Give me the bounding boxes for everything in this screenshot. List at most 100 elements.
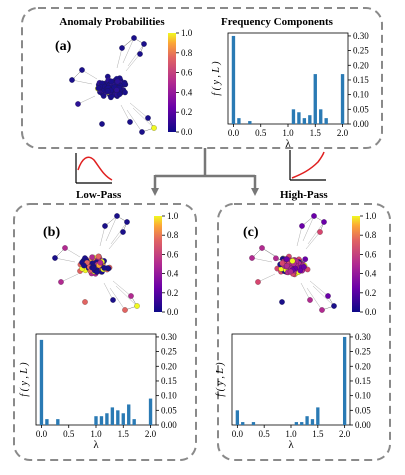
bar bbox=[105, 413, 108, 425]
colorbar-tick-label: 0.6 bbox=[365, 249, 377, 259]
graph-network-a bbox=[69, 35, 156, 134]
colorbar-tick-label: 0.4 bbox=[181, 87, 193, 97]
bar bbox=[241, 422, 244, 425]
y-tick-label: 0.15 bbox=[161, 376, 177, 386]
colorbar-tick-label: 0.0 bbox=[167, 307, 179, 317]
chart-frame bbox=[228, 33, 348, 124]
panel-label-b: (b) bbox=[43, 225, 60, 240]
bar bbox=[45, 419, 48, 425]
bar bbox=[122, 413, 125, 425]
y-tick-label: 0.00 bbox=[353, 119, 369, 129]
y-tick-label: 0.30 bbox=[161, 332, 177, 342]
colorbar-tick-label: 0.4 bbox=[365, 269, 377, 279]
y-tick-label: 0.00 bbox=[355, 420, 371, 430]
bar bbox=[316, 407, 319, 425]
colorbar-gradient bbox=[352, 216, 360, 312]
bar bbox=[314, 74, 317, 124]
x-axis-label: λ bbox=[285, 138, 291, 150]
colorbar-tick-label: 0.2 bbox=[365, 288, 376, 298]
x-tick-label: 0.5 bbox=[63, 429, 75, 439]
bar bbox=[127, 404, 130, 425]
graph-nodes bbox=[69, 35, 156, 134]
y-tick-label: 0.15 bbox=[355, 376, 371, 386]
y-axis-label: f ( y , L ) bbox=[211, 61, 222, 96]
x-tick-label: 1.0 bbox=[285, 429, 297, 439]
bar bbox=[297, 112, 300, 124]
x-tick-label: 0.0 bbox=[232, 429, 244, 439]
bar bbox=[300, 422, 303, 425]
x-axis-label: λ bbox=[288, 439, 294, 451]
graph-nodes bbox=[249, 213, 336, 312]
bar bbox=[237, 118, 240, 124]
x-tick-label: 1.5 bbox=[118, 429, 130, 439]
x-tick-label: 2.0 bbox=[339, 429, 351, 439]
high-pass-label: High-Pass bbox=[280, 189, 328, 201]
bar bbox=[133, 419, 136, 425]
colorbar-b: 1.00.80.60.40.20.0 bbox=[154, 211, 179, 317]
bar bbox=[252, 422, 255, 425]
bar bbox=[295, 422, 298, 425]
bar bbox=[311, 419, 314, 425]
x-tick-label: 1.0 bbox=[282, 128, 294, 138]
x-axis-label: λ bbox=[93, 439, 99, 451]
x-tick-label: 0.0 bbox=[228, 128, 240, 138]
graph-network-b bbox=[52, 213, 139, 312]
bar bbox=[292, 109, 295, 124]
y-tick-label: 0.05 bbox=[353, 104, 369, 114]
colorbar-tick-label: 0.2 bbox=[167, 288, 178, 298]
bar bbox=[236, 410, 239, 425]
chart-frame bbox=[36, 334, 156, 425]
y-tick-label: 0.25 bbox=[355, 347, 371, 357]
x-tick-label: 1.0 bbox=[90, 429, 102, 439]
y-tick-label: 0.25 bbox=[353, 46, 369, 56]
low-pass-label: Low-Pass bbox=[76, 189, 122, 201]
bar bbox=[94, 416, 97, 425]
bar bbox=[308, 115, 311, 124]
y-tick-label: 0.00 bbox=[161, 420, 177, 430]
bar bbox=[116, 410, 119, 425]
y-tick-label: 0.20 bbox=[355, 361, 371, 371]
bar bbox=[40, 340, 43, 425]
bar bbox=[100, 416, 103, 425]
colorbar-tick-label: 0.0 bbox=[181, 127, 193, 137]
y-tick-label: 0.20 bbox=[161, 361, 177, 371]
y-tick-label: 0.05 bbox=[161, 405, 177, 415]
bar bbox=[341, 74, 344, 124]
high-pass-filter-icon bbox=[290, 150, 326, 180]
colorbar-tick-label: 0.2 bbox=[181, 107, 192, 117]
colorbar-tick-label: 0.8 bbox=[365, 230, 377, 240]
panel-a-frame bbox=[22, 8, 382, 148]
y-tick-label: 0.20 bbox=[353, 60, 369, 70]
panel-label-a: (a) bbox=[55, 39, 72, 54]
graph-network-c bbox=[249, 213, 336, 312]
y-tick-label: 0.10 bbox=[161, 391, 177, 401]
low-pass-filter-icon bbox=[76, 153, 112, 183]
y-tick-label: 0.10 bbox=[353, 90, 369, 100]
y-tick-label: 0.30 bbox=[353, 31, 369, 41]
bar bbox=[343, 337, 346, 425]
bar bbox=[319, 109, 322, 124]
colorbar-tick-label: 0.6 bbox=[181, 68, 193, 78]
bar bbox=[232, 36, 235, 124]
bar bbox=[305, 416, 308, 425]
colorbar-gradient bbox=[154, 216, 162, 312]
bar bbox=[248, 121, 251, 124]
bar bbox=[111, 407, 114, 425]
x-tick-label: 2.0 bbox=[337, 128, 349, 138]
colorbar-tick-label: 0.8 bbox=[181, 48, 193, 58]
x-tick-label: 0.5 bbox=[259, 429, 271, 439]
colorbar-a: 1.00.80.60.40.20.0 bbox=[168, 28, 193, 137]
x-tick-label: 1.5 bbox=[312, 429, 324, 439]
y-tick-label: 0.10 bbox=[355, 391, 371, 401]
colorbar-tick-label: 0.0 bbox=[365, 307, 377, 317]
bar bbox=[325, 118, 328, 124]
bar bbox=[56, 419, 59, 425]
y-axis-label: f ( y , L ) bbox=[215, 362, 226, 397]
x-tick-label: 0.0 bbox=[36, 429, 48, 439]
colorbar-gradient bbox=[168, 33, 176, 132]
y-tick-label: 0.15 bbox=[353, 75, 369, 85]
connector-arrows bbox=[155, 148, 255, 192]
